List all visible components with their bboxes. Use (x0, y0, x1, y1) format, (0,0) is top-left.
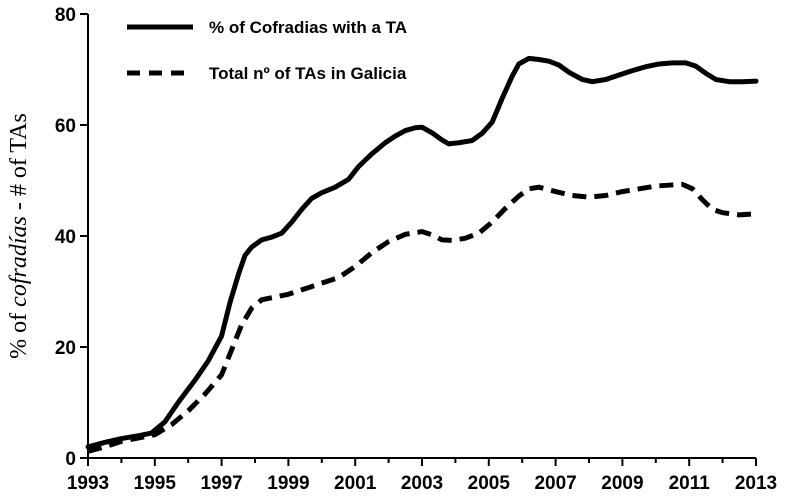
legend: % of Cofradias with a TA Total nº of TAs… (127, 18, 407, 83)
x-tick-label: 1999 (267, 473, 309, 494)
y-axis-title-suffix: - # of TAs (6, 113, 32, 216)
legend-label-total-tas: Total nº of TAs in Galicia (209, 64, 407, 83)
x-tick-label: 2009 (601, 473, 643, 494)
x-tick-label: 2007 (534, 473, 576, 494)
x-tick-label: 2005 (468, 473, 511, 494)
x-tick-label: 2001 (334, 473, 377, 494)
series-layer (85, 55, 759, 454)
x-tick-label: 2013 (735, 473, 777, 494)
x-tick-label: 1993 (67, 473, 109, 494)
y-tick-label: 0 (65, 449, 76, 470)
legend-label-cofradias: % of Cofradias with a TA (209, 18, 407, 37)
series-line-total-tas (87, 181, 757, 454)
x-tick-label: 1995 (134, 473, 177, 494)
series-line-cofradias (85, 55, 759, 450)
y-tick-label: 40 (55, 227, 76, 248)
y-tick-label: 60 (55, 116, 76, 137)
y-tick-label: 80 (55, 5, 76, 26)
x-tick-label: 2011 (669, 473, 711, 494)
y-axis-title: % of cofradías - # of TAs (6, 113, 32, 359)
y-axis-title-prefix: % of (6, 307, 32, 359)
x-tick-label: 1997 (200, 473, 242, 494)
x-tick-label: 2003 (401, 473, 443, 494)
axes: 0 20 40 60 80 1993 1995 1997 1999 2001 2003 2005 200… (55, 5, 777, 494)
y-axis-title-emphasis: cofradías (6, 216, 32, 307)
y-tick-label: 20 (55, 338, 76, 359)
